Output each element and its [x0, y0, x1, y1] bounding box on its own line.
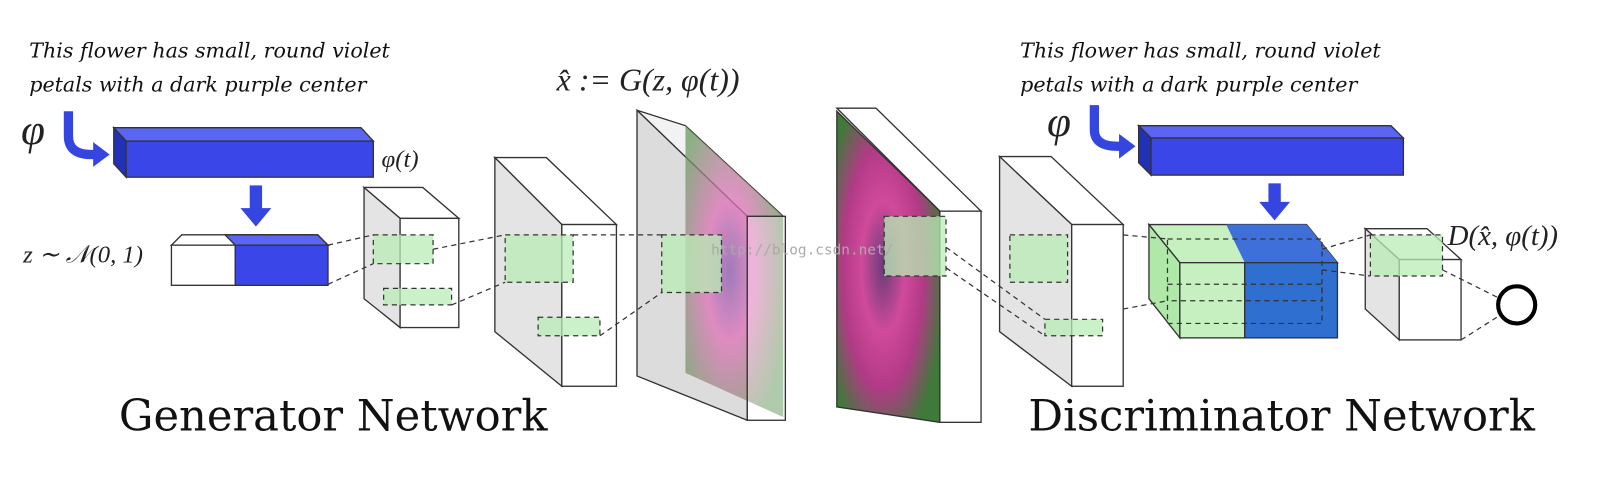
watermark: http://blog.csdn.net/ [711, 242, 893, 258]
embedding-bar [1150, 137, 1405, 176]
embedding-bar [125, 140, 374, 178]
connector [1321, 234, 1371, 250]
connector [1460, 314, 1501, 341]
caption-line: petals with a dark purple center [29, 73, 367, 97]
embedding-label: φ(t) [382, 146, 419, 173]
generated-image [685, 125, 784, 418]
output-label: x̂ := G(z, φ(t)) [556, 63, 740, 98]
kernel [537, 316, 601, 337]
kernel [1009, 234, 1069, 283]
block-top-blue [1226, 224, 1338, 263]
kernel [1044, 318, 1104, 337]
connector [945, 267, 1046, 337]
kernel [372, 234, 434, 265]
text-symbol: φ [21, 106, 45, 154]
connector [327, 263, 374, 285]
caption-line: This flower has small, round violet [29, 39, 390, 63]
arrowhead [93, 142, 110, 167]
kernel [661, 234, 723, 294]
section-title: Discriminator Network [1028, 392, 1535, 442]
output-node [1496, 284, 1538, 326]
arrow [63, 111, 96, 160]
connector [432, 234, 506, 250]
arrow [249, 185, 263, 211]
z-top-blue [223, 234, 330, 246]
connector [327, 234, 374, 246]
arrow [1089, 105, 1122, 151]
kernel [1369, 234, 1444, 277]
caption-line: petals with a dark purple center [1020, 73, 1358, 97]
cube-front [1071, 223, 1124, 387]
kernel [1166, 283, 1323, 325]
connector [451, 281, 506, 306]
connector [1123, 300, 1168, 310]
caption-line: This flower has small, round violet [1020, 39, 1381, 63]
noise-label: z ∼ 𝒩(0, 1) [22, 242, 143, 269]
arrowhead [1119, 133, 1136, 159]
slab-front [939, 210, 982, 423]
kernel [883, 215, 947, 277]
connector [1123, 234, 1168, 240]
arrowhead [240, 208, 272, 227]
output-label: D(x̂, φ(t)) [1447, 220, 1558, 252]
section-title: Generator Network [119, 392, 548, 442]
connector [1442, 269, 1501, 300]
kernel [504, 234, 574, 283]
z-embed [234, 244, 329, 286]
z-noise [170, 244, 236, 286]
connector [1321, 269, 1371, 277]
connector [599, 292, 663, 337]
bar-top [112, 127, 375, 142]
text-symbol: φ [1047, 98, 1071, 146]
kernel [383, 287, 453, 306]
arrowhead [1259, 201, 1291, 221]
arrow [1268, 183, 1281, 204]
connector [945, 246, 1046, 320]
bar-top [1137, 124, 1405, 139]
slab-front [746, 215, 787, 421]
